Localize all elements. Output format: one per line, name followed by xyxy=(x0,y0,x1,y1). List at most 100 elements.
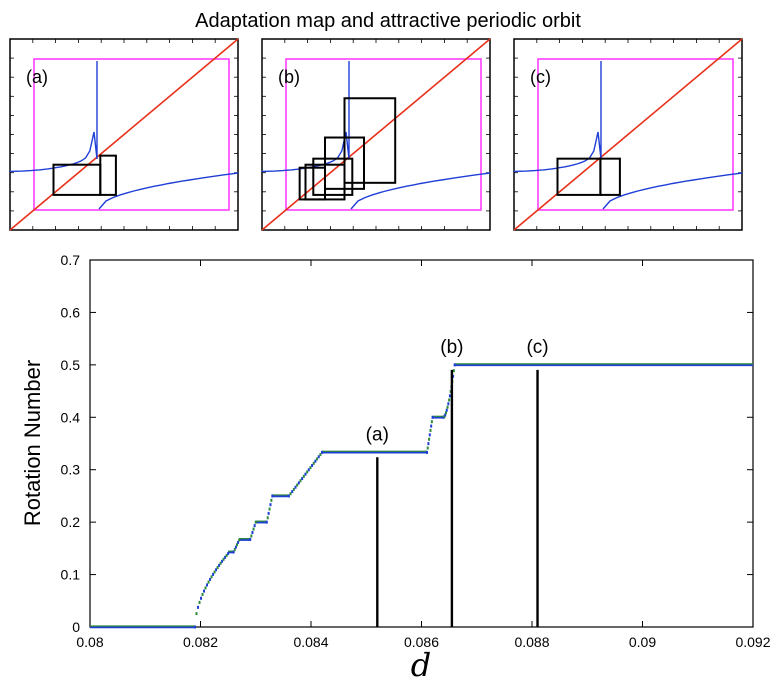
plot-frame xyxy=(89,259,754,628)
data-point xyxy=(427,442,430,446)
panel-label: (c) xyxy=(530,67,551,87)
data-point xyxy=(307,468,310,472)
adaptation-panel: (a) xyxy=(9,38,239,231)
data-point xyxy=(254,520,257,524)
data-point xyxy=(317,455,320,459)
data-point xyxy=(206,583,209,587)
data-point xyxy=(430,420,433,424)
plateau-series xyxy=(90,363,753,629)
panel-label: (b) xyxy=(278,67,300,87)
marker-label: (c) xyxy=(526,337,548,358)
marker-lines: (a) (b) (c) xyxy=(366,337,549,627)
x-tick-label: 0.088 xyxy=(514,634,549,650)
data-point xyxy=(249,537,252,541)
figure-title: Adaptation map and attractive periodic o… xyxy=(195,10,581,32)
data-point xyxy=(252,527,255,531)
data-point xyxy=(302,474,305,478)
data-point xyxy=(212,572,215,576)
data-point xyxy=(446,405,449,409)
data-point xyxy=(299,479,302,483)
y-tick-labels: 0 0.1 0.2 0.3 0.4 0.5 0.6 0.7 xyxy=(61,252,81,635)
data-point xyxy=(453,363,456,367)
panel-label: (a) xyxy=(26,67,48,87)
data-point xyxy=(297,481,300,485)
panel-row: (a) (b) (c) xyxy=(9,38,743,231)
data-point xyxy=(267,511,270,515)
data-point xyxy=(294,485,297,489)
data-point xyxy=(444,413,447,417)
y-tick-label: 0.7 xyxy=(61,252,81,268)
data-point xyxy=(200,596,203,600)
y-tick-label: 0.6 xyxy=(61,304,81,320)
x-tick-label: 0.086 xyxy=(404,634,439,650)
data-point xyxy=(314,459,317,463)
data-point xyxy=(201,593,204,597)
data-point xyxy=(316,457,319,461)
data-point xyxy=(250,534,253,538)
data-point xyxy=(204,586,207,590)
domain-box xyxy=(33,58,230,211)
data-point xyxy=(447,402,450,406)
data-point xyxy=(196,605,199,609)
data-point xyxy=(266,516,269,520)
data-point xyxy=(443,415,446,419)
map-branch-right xyxy=(350,172,491,210)
map-branch-right xyxy=(602,172,743,210)
data-point xyxy=(235,543,238,547)
data-point xyxy=(203,589,206,593)
data-point xyxy=(444,411,447,415)
x-tick-label: 0.084 xyxy=(293,634,328,650)
y-axis-label: Rotation Number xyxy=(20,360,45,526)
data-point xyxy=(233,548,236,552)
data-point xyxy=(429,428,432,432)
data-point xyxy=(309,466,312,470)
y-tick-label: 0.2 xyxy=(61,514,81,530)
data-point xyxy=(428,437,431,441)
y-tick-label: 0.4 xyxy=(61,409,81,425)
cobweb-box xyxy=(99,154,117,196)
data-point xyxy=(291,490,294,494)
data-point xyxy=(234,545,237,549)
data-point xyxy=(222,557,225,561)
data-point xyxy=(430,424,433,428)
adaptation-panel: (c) xyxy=(513,38,743,231)
x-tick-label: 0.08 xyxy=(76,634,103,650)
data-point xyxy=(448,398,451,402)
rotation-number-chart: 0.08 0.082 0.084 0.086 0.088 0.09 0.092 0 0.1 0.… xyxy=(20,252,771,684)
data-point xyxy=(312,461,315,465)
data-point xyxy=(319,453,322,457)
data-point xyxy=(311,463,314,467)
domain-box xyxy=(537,58,734,211)
axis-ticks xyxy=(89,259,754,628)
diagonal-line xyxy=(513,38,743,231)
x-tick-label: 0.092 xyxy=(735,634,770,650)
x-tick-labels: 0.08 0.082 0.084 0.086 0.088 0.09 0.092 xyxy=(76,634,770,650)
x-axis-label: d xyxy=(411,646,431,684)
data-point xyxy=(270,498,273,502)
data-point xyxy=(304,472,307,476)
data-point xyxy=(219,561,222,565)
cobweb-box xyxy=(343,97,397,184)
y-tick-label: 0.3 xyxy=(61,462,81,478)
data-point xyxy=(287,494,290,498)
data-point xyxy=(445,408,448,412)
data-point xyxy=(215,568,218,572)
cobweb-box xyxy=(599,157,621,196)
data-point xyxy=(271,494,274,498)
data-point xyxy=(221,559,224,563)
data-point xyxy=(251,531,254,535)
data-point xyxy=(238,538,241,542)
data-point xyxy=(237,540,240,544)
data-point xyxy=(207,580,210,584)
data-point xyxy=(225,553,228,557)
data-point xyxy=(289,492,292,496)
data-point xyxy=(265,520,268,524)
data-point xyxy=(306,470,309,474)
data-point xyxy=(296,483,299,487)
diagonal-line xyxy=(9,38,239,231)
data-point xyxy=(209,577,212,581)
data-point xyxy=(426,450,429,454)
data-point xyxy=(232,550,235,554)
